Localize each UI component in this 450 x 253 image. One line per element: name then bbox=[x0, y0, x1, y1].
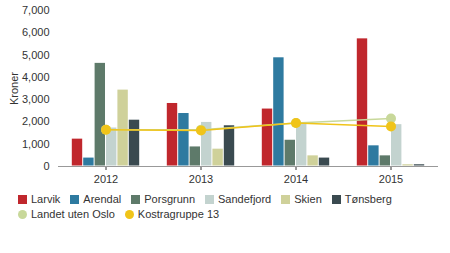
html-text:Porsgrunn: Porsgrunn bbox=[144, 193, 195, 205]
svg-text:2015: 2015 bbox=[379, 173, 403, 185]
html-text:Arendal: Arendal bbox=[83, 193, 122, 205]
svg-text:3,000: 3,000 bbox=[22, 93, 50, 105]
svg-text:2014: 2014 bbox=[284, 173, 308, 185]
svg-text:1,000: 1,000 bbox=[22, 138, 50, 150]
html-text:Kostragruppe 13: Kostragruppe 13 bbox=[137, 208, 220, 220]
html-text:Larvik: Larvik bbox=[31, 193, 61, 205]
html-text:Skien: Skien bbox=[294, 193, 322, 205]
svg-text:5,000: 5,000 bbox=[22, 49, 50, 61]
svg-text:4,000: 4,000 bbox=[22, 71, 50, 83]
svg-text:2,000: 2,000 bbox=[22, 115, 50, 127]
html-text:Landet uten Oslo: Landet uten Oslo bbox=[31, 208, 115, 220]
svg-text:7,000: 7,000 bbox=[22, 4, 50, 16]
svg-text:0: 0 bbox=[43, 160, 49, 172]
html-text:Sandefjord: Sandefjord bbox=[218, 193, 272, 205]
svg-text:2013: 2013 bbox=[189, 173, 213, 185]
svg-text:6,000: 6,000 bbox=[22, 26, 50, 38]
svg-text:Kroner: Kroner bbox=[8, 72, 20, 105]
html-text:Tønsberg: Tønsberg bbox=[344, 193, 392, 205]
svg-text:2012: 2012 bbox=[94, 173, 118, 185]
